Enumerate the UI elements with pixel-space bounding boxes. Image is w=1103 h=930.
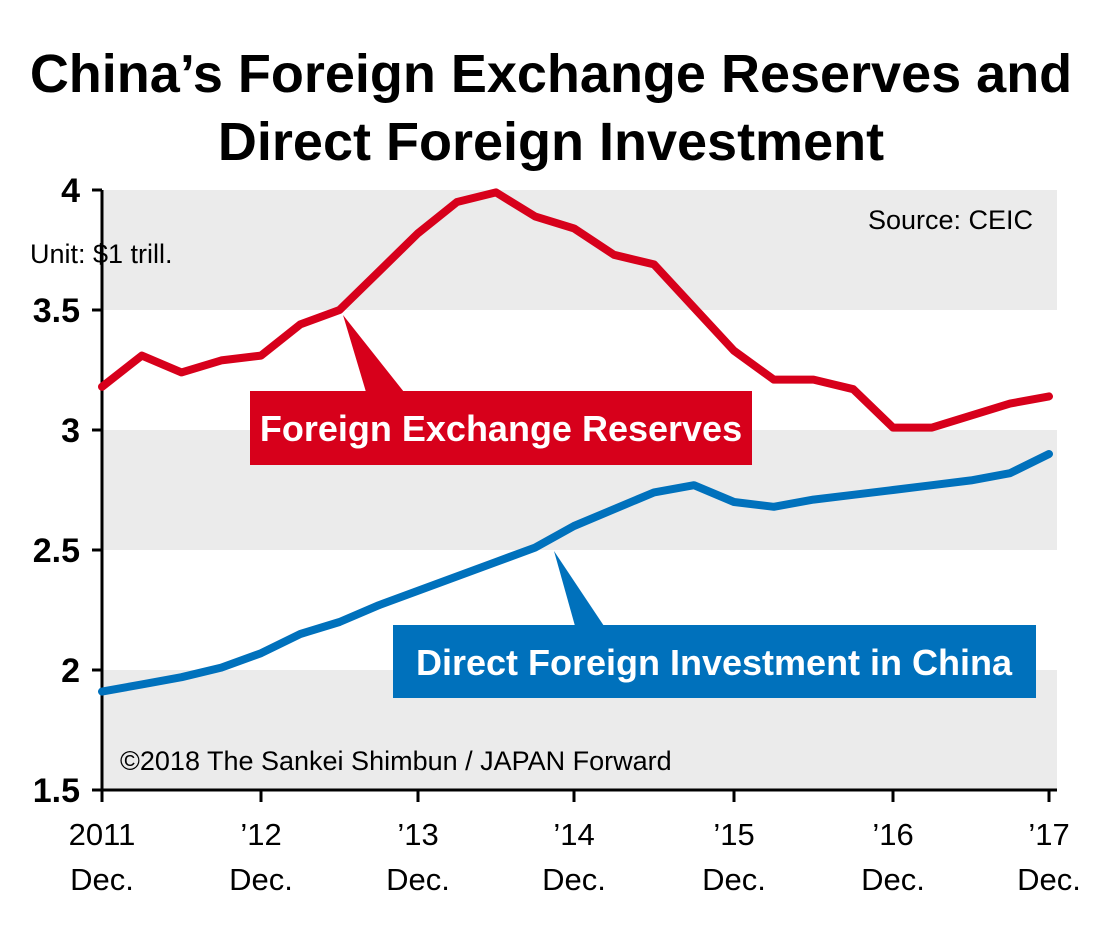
reserves-series-label: Foreign Exchange Reserves [260, 408, 742, 449]
grid-band-1 [102, 190, 1057, 310]
x-tick-month-label: Dec. [229, 862, 293, 897]
x-tick-year-label: ’17 [1028, 817, 1069, 852]
fdi-line [98, 450, 1053, 696]
x-tick-year-label: ’12 [240, 817, 281, 852]
x-tick-month-label: Dec. [542, 862, 606, 897]
y-tick-label: 2.5 [33, 532, 80, 570]
fdi-label-box [393, 625, 1036, 698]
x-tick-month-label: Dec. [386, 862, 450, 897]
source-label: Source: CEIC [868, 205, 1033, 235]
fdi-series-label: Direct Foreign Investment in China [416, 642, 1013, 683]
y-axis-ticks: 4 3.5 3 2.5 2 1.5 [33, 172, 102, 810]
x-tick-month-label: Dec. [702, 862, 766, 897]
unit-label: Unit: $1 trill. [30, 239, 173, 269]
fdi-callout: Direct Foreign Investment in China [393, 551, 1036, 698]
y-tick-label: 3 [61, 412, 80, 450]
reserves-callout: Foreign Exchange Reserves [250, 315, 752, 465]
x-tick-year-label: ’13 [397, 817, 438, 852]
x-tick-month-label: Dec. [1017, 862, 1081, 897]
x-tick-month-label: Dec. [861, 862, 925, 897]
x-axis-ticks: 2011 Dec. ’12 Dec. ’13 Dec. ’14 Dec. ’15 Dec. ’16 D… [69, 790, 1081, 897]
reserves-label-box [250, 391, 752, 465]
x-tick-year-label: ’16 [872, 817, 913, 852]
fdi-label-pointer [554, 551, 604, 626]
reserves-label-pointer [343, 315, 404, 392]
chart-title-line-1: China’s Foreign Exchange Reserves and [30, 44, 1072, 104]
x-tick-month-label: Dec. [70, 862, 134, 897]
data-series [98, 188, 1053, 696]
y-tick-label: 3.5 [33, 292, 80, 330]
copyright-credit: ©2018 The Sankei Shimbun / JAPAN Forward [120, 746, 672, 776]
x-tick-year-label: 2011 [69, 817, 136, 852]
chart-title-line-2: Direct Foreign Investment [218, 112, 884, 172]
y-tick-label: 2 [61, 652, 80, 690]
reserves-line [98, 188, 1053, 432]
x-tick-year-label: ’15 [713, 817, 754, 852]
y-tick-label: 4 [61, 172, 80, 210]
x-tick-year-label: ’14 [553, 817, 594, 852]
y-tick-label: 1.5 [33, 772, 80, 810]
